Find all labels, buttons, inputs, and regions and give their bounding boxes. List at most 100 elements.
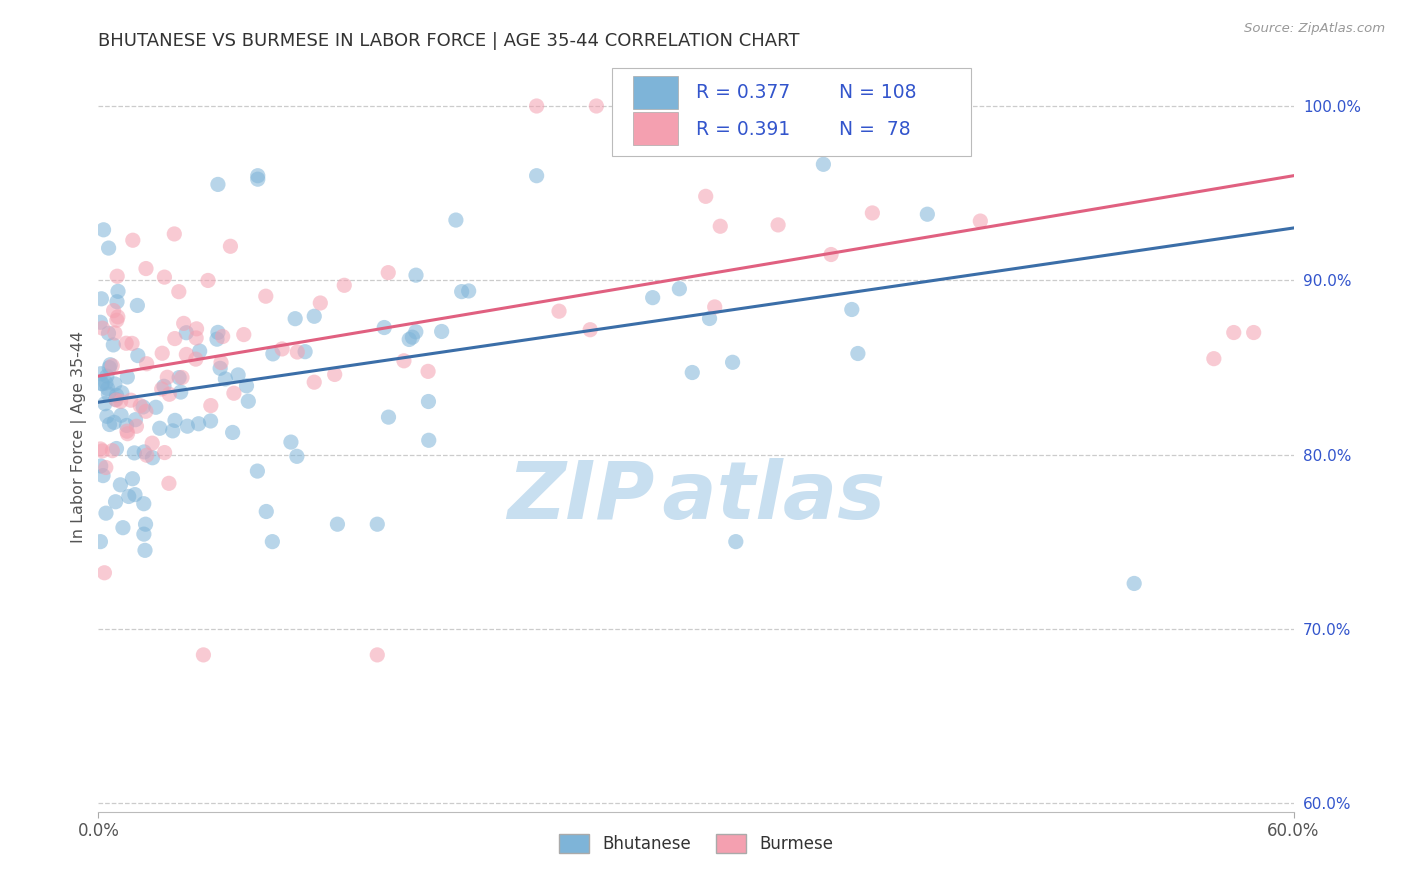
Point xyxy=(150,382,173,396)
Point xyxy=(188,344,211,359)
Point xyxy=(170,370,193,384)
Point xyxy=(145,401,167,415)
Point xyxy=(104,376,127,391)
Point xyxy=(105,388,128,402)
Point xyxy=(107,285,129,299)
Point xyxy=(585,99,607,113)
Point xyxy=(94,397,117,411)
Point xyxy=(141,450,163,465)
FancyBboxPatch shape xyxy=(633,112,678,145)
Point xyxy=(304,310,326,324)
Point xyxy=(167,370,190,384)
Point xyxy=(89,442,111,456)
Point xyxy=(430,325,453,339)
Point xyxy=(97,382,120,396)
Point xyxy=(681,366,703,380)
Point xyxy=(134,543,156,558)
Point xyxy=(377,266,399,280)
Point xyxy=(121,336,143,351)
Point xyxy=(695,189,717,203)
Point xyxy=(1223,326,1246,340)
Point xyxy=(200,414,222,428)
Text: BHUTANESE VS BURMESE IN LABOR FORCE | AGE 35-44 CORRELATION CHART: BHUTANESE VS BURMESE IN LABOR FORCE | AG… xyxy=(98,32,800,50)
Point xyxy=(724,534,747,549)
Point xyxy=(157,387,180,401)
Point xyxy=(1202,351,1225,366)
Point xyxy=(135,404,157,418)
Point xyxy=(450,285,472,299)
Point xyxy=(377,410,399,425)
Point xyxy=(294,344,316,359)
Point xyxy=(721,355,744,369)
Point xyxy=(1123,576,1146,591)
Point xyxy=(132,497,155,511)
Point xyxy=(127,349,149,363)
Point xyxy=(150,346,173,360)
Point xyxy=(110,478,132,492)
Point xyxy=(197,273,219,287)
Point xyxy=(366,648,388,662)
Text: R = 0.391: R = 0.391 xyxy=(696,120,790,139)
Point xyxy=(416,364,439,378)
Point xyxy=(105,392,128,407)
Point xyxy=(135,517,157,532)
Point xyxy=(101,359,124,373)
Point xyxy=(193,648,215,662)
Point xyxy=(149,421,172,435)
Point xyxy=(91,468,114,483)
Point xyxy=(214,372,236,386)
Point xyxy=(90,292,112,306)
Point xyxy=(127,298,149,312)
Point xyxy=(219,239,242,253)
Point xyxy=(254,504,277,518)
Point xyxy=(97,387,120,401)
Point xyxy=(373,320,395,334)
Point xyxy=(115,424,138,438)
Point xyxy=(98,360,121,375)
Point xyxy=(170,385,193,400)
Point xyxy=(103,303,125,318)
Point xyxy=(207,326,229,340)
Point xyxy=(405,325,427,339)
Point xyxy=(917,207,939,221)
Point xyxy=(285,345,308,359)
Point xyxy=(226,368,249,382)
Point xyxy=(813,157,835,171)
Point xyxy=(111,385,134,400)
Point xyxy=(302,375,325,389)
Point xyxy=(89,534,111,549)
Point xyxy=(97,326,120,341)
Point xyxy=(104,494,127,508)
Point xyxy=(134,445,156,459)
Text: N =  78: N = 78 xyxy=(839,120,911,139)
FancyBboxPatch shape xyxy=(633,76,678,109)
Point xyxy=(156,370,179,384)
Point xyxy=(766,218,789,232)
Point xyxy=(104,326,127,340)
Point xyxy=(120,393,142,408)
Point xyxy=(262,347,284,361)
Point xyxy=(209,361,232,376)
Point xyxy=(124,487,146,501)
Point xyxy=(548,304,571,318)
Point xyxy=(262,534,284,549)
Point xyxy=(641,291,664,305)
Point xyxy=(280,435,302,450)
Text: Source: ZipAtlas.com: Source: ZipAtlas.com xyxy=(1244,22,1385,36)
Point xyxy=(238,394,260,409)
Point xyxy=(444,213,467,227)
Point xyxy=(200,399,222,413)
Point xyxy=(211,329,233,343)
Point xyxy=(221,425,243,440)
Point xyxy=(209,355,232,369)
Point xyxy=(105,313,128,327)
Point xyxy=(645,99,668,113)
Point xyxy=(186,331,208,345)
Point xyxy=(668,282,690,296)
Point xyxy=(104,392,127,407)
Point xyxy=(153,379,176,393)
Point xyxy=(153,445,176,459)
Point xyxy=(91,376,114,391)
Point xyxy=(969,214,991,228)
Point xyxy=(107,310,129,324)
